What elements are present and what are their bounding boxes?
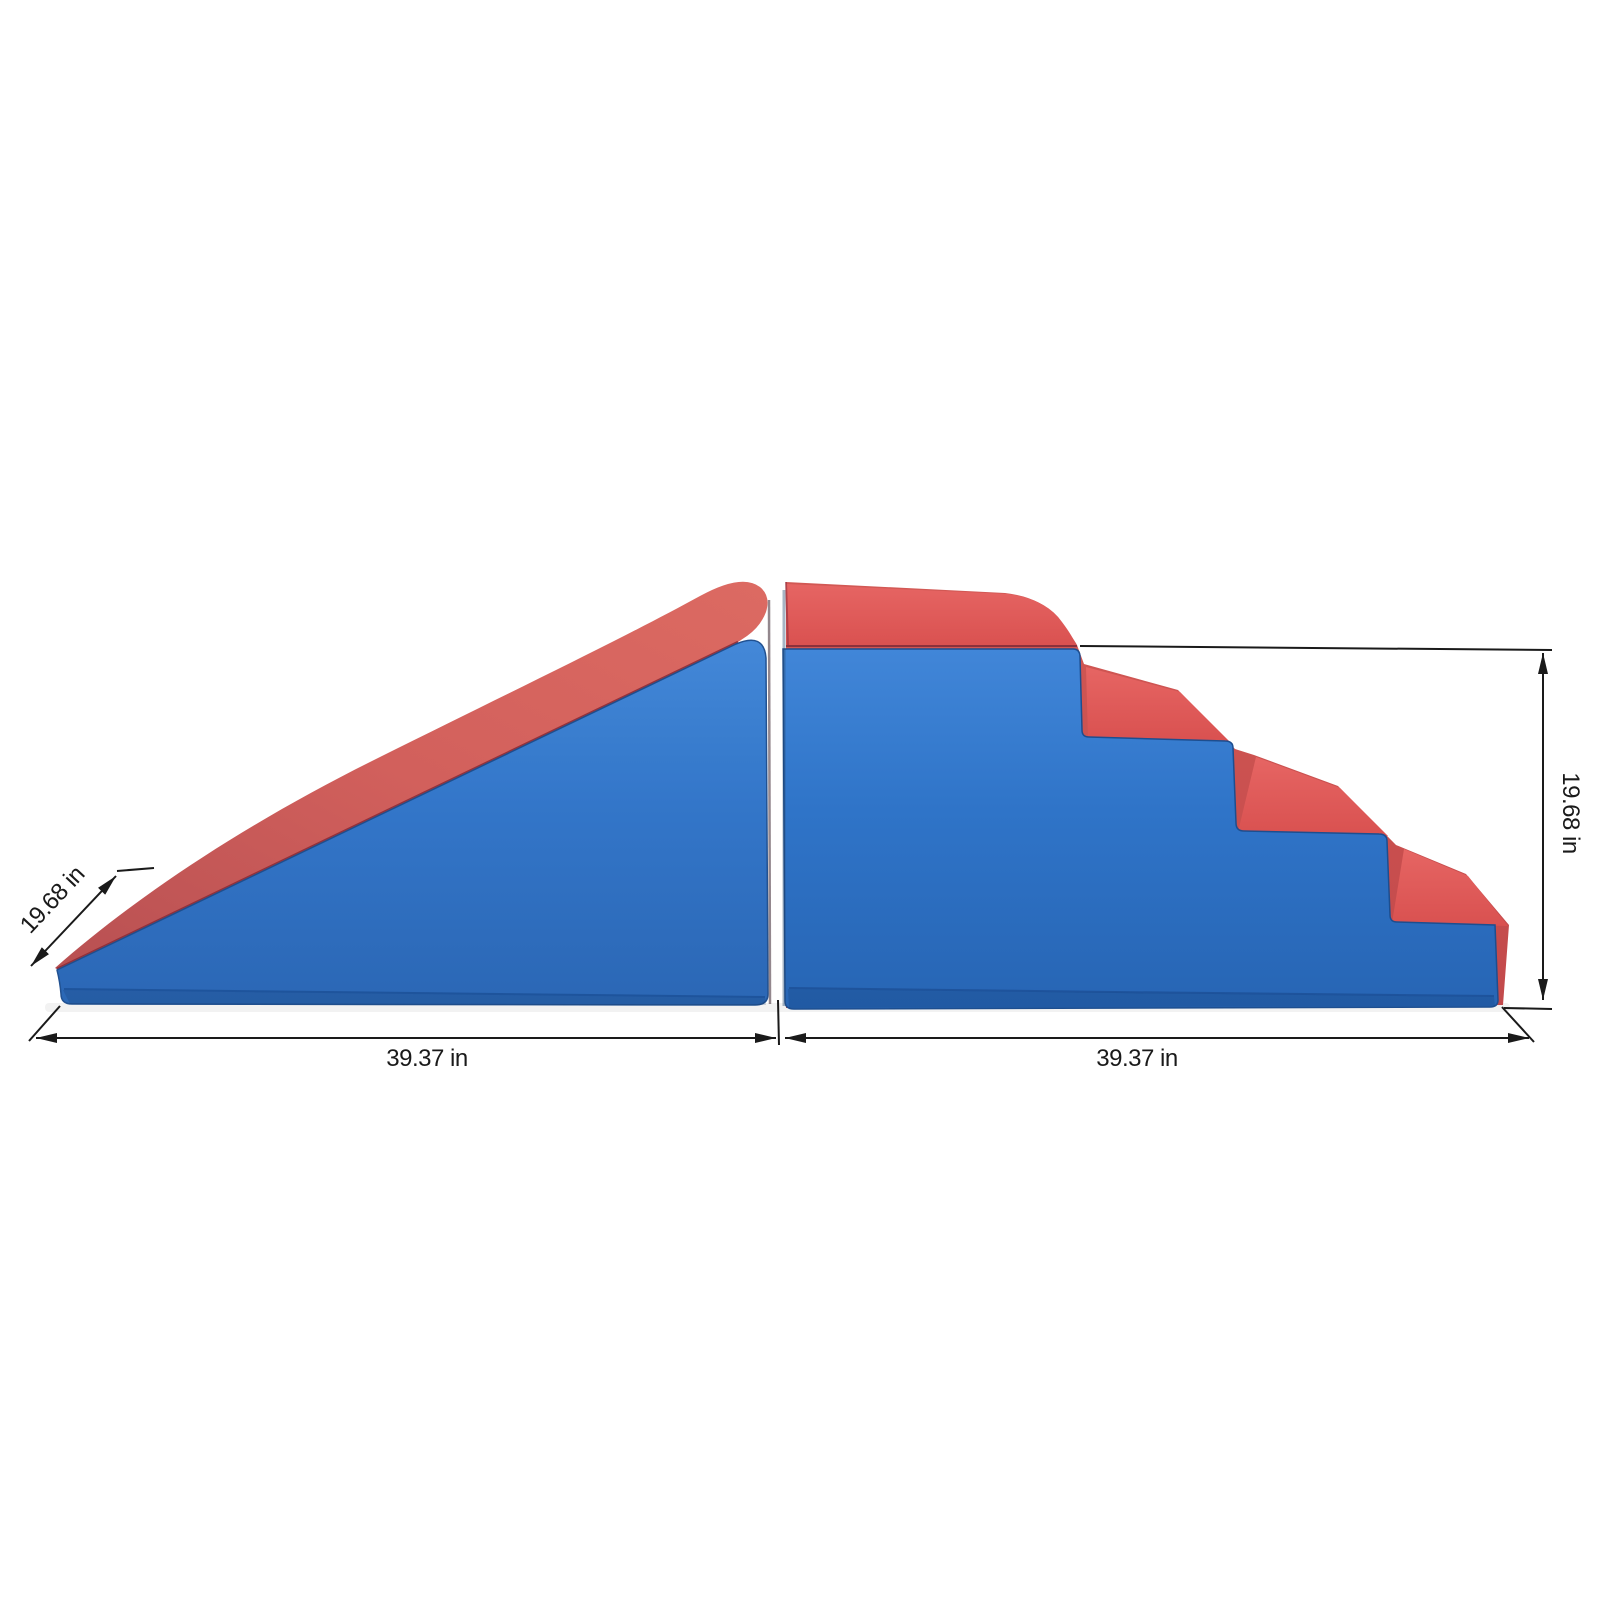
stair-tread-1 bbox=[786, 584, 1076, 647]
stairs-length-label: 39.37 in bbox=[1096, 1045, 1177, 1072]
ext-line-slide-top bbox=[116, 867, 155, 872]
stairs-top-left-edge bbox=[785, 581, 789, 646]
stairs-side-face bbox=[782, 648, 1499, 1010]
dimension-annotations bbox=[28, 645, 1553, 1046]
stairs-base-seam bbox=[788, 987, 1495, 997]
ext-line-slide-bottom-left bbox=[28, 1005, 61, 1042]
stair-tread-3 bbox=[1238, 757, 1388, 836]
slide-top-surface bbox=[55, 581, 768, 969]
stairs-piece bbox=[782, 581, 1509, 1010]
ext-line-center-junction bbox=[777, 999, 780, 1046]
slide-base-seam bbox=[63, 988, 766, 998]
stairs-base-strip bbox=[788, 989, 1495, 1008]
slide-length-label: 39.37 in bbox=[386, 1045, 467, 1072]
dim-line-slide-height bbox=[30, 875, 117, 967]
stair-tread-2 bbox=[1086, 667, 1230, 742]
ext-line-stairs-base-right bbox=[1503, 1007, 1553, 1010]
slide-base-strip bbox=[63, 990, 766, 1005]
slide-piece bbox=[55, 581, 772, 1006]
stairs-height-label: 19.68 in bbox=[1557, 772, 1584, 853]
slide-side-face bbox=[56, 639, 769, 1006]
ext-line-stairs-top bbox=[1079, 645, 1553, 651]
slide-right-edge bbox=[767, 599, 772, 1005]
slide-edge-piping bbox=[56, 640, 739, 971]
stair-tread-4 bbox=[1392, 849, 1508, 926]
